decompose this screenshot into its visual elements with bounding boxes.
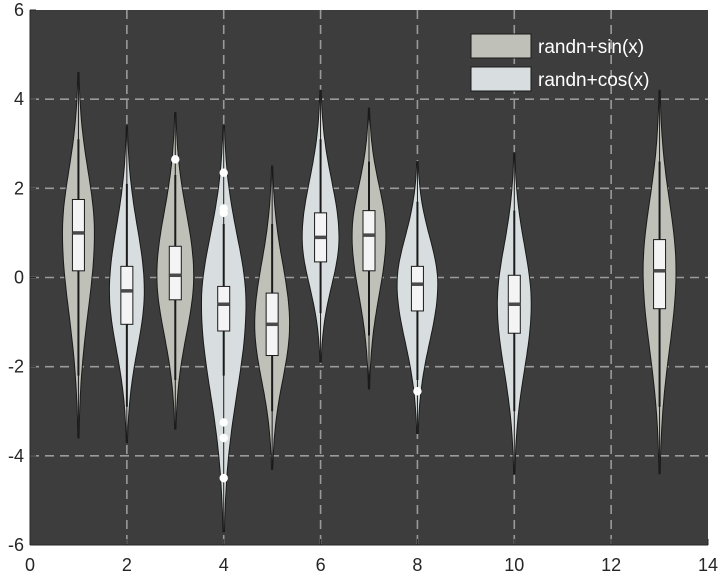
x-tick-label: 6 [316,555,326,575]
violin-box [410,265,424,312]
x-tick-label: 8 [412,555,422,575]
violins [62,71,677,533]
violin-group [496,152,532,475]
legend-label-cos: randn+cos(x) [538,70,649,91]
x-tick-label: 14 [698,555,718,575]
legend-label-sin: randn+sin(x) [538,37,644,58]
violin-box [120,265,134,325]
y-tick-label: 4 [14,89,24,109]
x-tick-label: 0 [25,555,35,575]
x-tick-label: 2 [122,555,132,575]
y-tick-label: -2 [8,357,24,377]
violin-box [362,210,376,272]
violin-box [653,239,667,310]
violin-group [301,89,340,363]
violin-group [642,89,677,475]
violin-group [62,71,95,439]
violin-box [217,285,231,332]
violin-group [351,107,387,390]
violin-group [156,112,195,430]
violin-group [201,125,247,533]
violin-outlier [171,155,180,164]
axes: 0 2 4 6 8 10 12 14 -6 -4 -2 0 2 4 6 [8,0,718,575]
violin-outlier [219,208,228,218]
y-tick-label: -6 [8,535,24,555]
violin-outlier [219,418,228,427]
legend-swatch-sin [470,33,532,59]
violin-outlier [219,433,228,443]
x-tick-label: 4 [219,555,229,575]
legend-swatch-cos [470,66,532,92]
violin-outlier [219,168,228,177]
y-tick-label: 2 [14,178,24,198]
violin-group [254,165,291,470]
violin-box [71,198,85,272]
y-tick-label: -4 [8,446,24,466]
violin-group [396,161,439,435]
x-tick-label: 12 [601,555,621,575]
y-tick-label: 6 [14,0,24,20]
violin-group [108,125,145,444]
legend: randn+sin(x) randn+cos(x) [470,33,649,92]
violin-outlier [219,473,228,483]
y-tick-label: 0 [14,268,24,288]
x-tick-label: 10 [504,555,524,575]
violin-box [168,245,182,301]
violin-outlier [413,386,422,396]
